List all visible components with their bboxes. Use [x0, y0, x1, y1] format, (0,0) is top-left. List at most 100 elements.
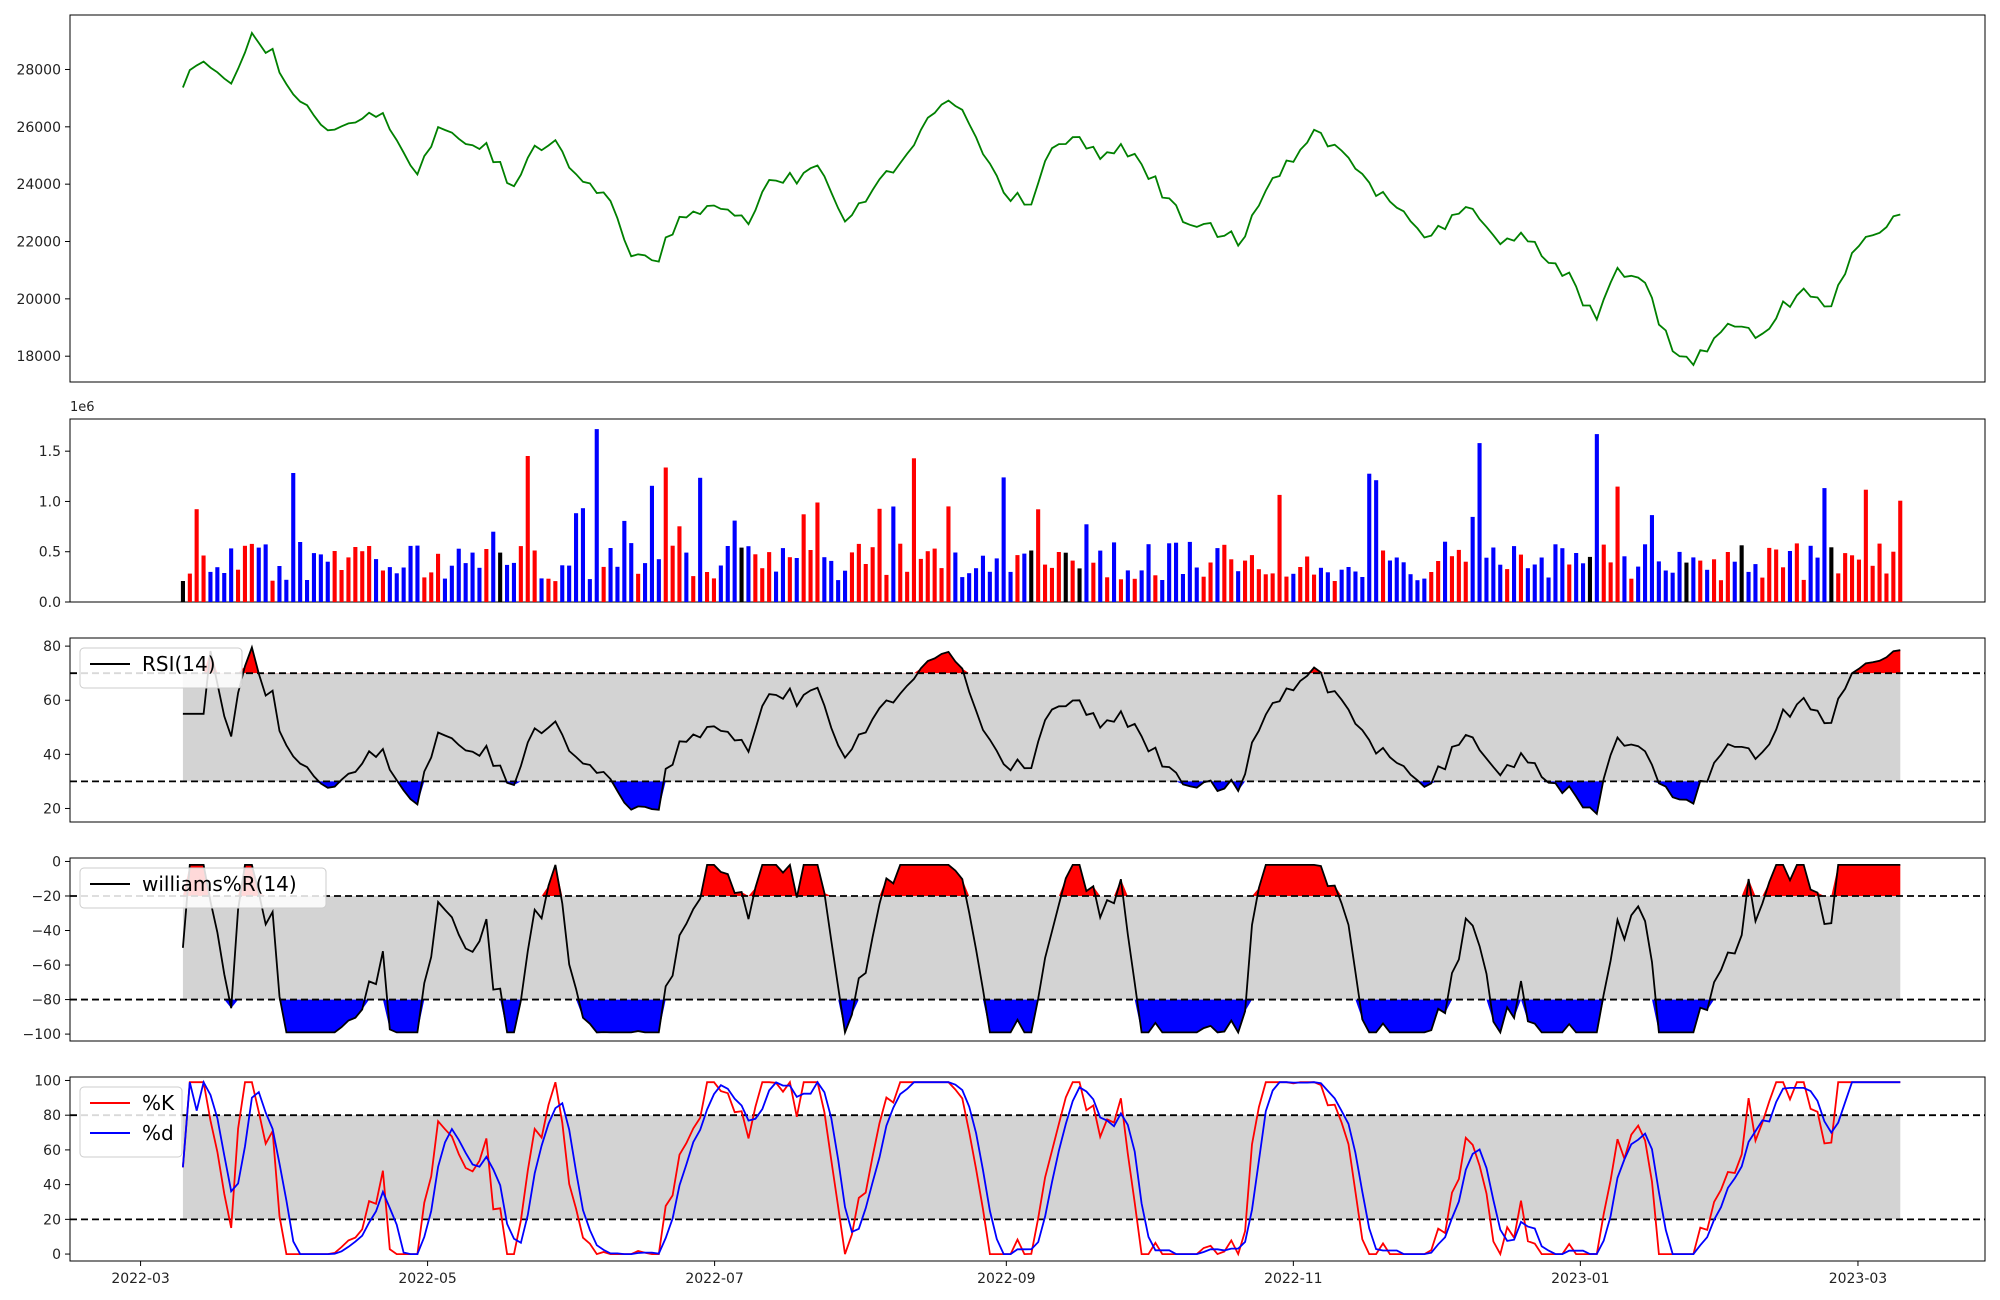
- volume-bar: [794, 558, 799, 602]
- volume-bar: [1532, 564, 1537, 602]
- volume-bar: [1422, 578, 1427, 602]
- volume-bar: [429, 572, 434, 602]
- volume-bar: [1139, 570, 1144, 602]
- volume-bar: [1560, 548, 1565, 602]
- volume-bar: [1601, 544, 1606, 602]
- volume-bar: [711, 578, 716, 602]
- volume-bar: [511, 562, 516, 602]
- volume-bar: [911, 458, 916, 602]
- volume-bar: [553, 581, 558, 602]
- volume-bar: [1029, 550, 1034, 602]
- volume-bar: [401, 567, 406, 602]
- volume-bar: [1401, 562, 1406, 602]
- volume-bar: [739, 547, 744, 602]
- volume-bar: [518, 546, 523, 602]
- volume-ytick-label: 1.5: [39, 444, 61, 460]
- volume-bar: [1360, 577, 1365, 602]
- volume-bar: [698, 477, 703, 602]
- volume-bar: [1332, 581, 1337, 602]
- williams-overbought-fill: [182, 864, 1901, 896]
- volume-bar: [849, 552, 854, 602]
- volume-bar: [1236, 571, 1241, 602]
- williams-line-1: [182, 862, 1901, 1036]
- volume-bar: [1201, 576, 1206, 602]
- stoch-legend-label: %K: [142, 1091, 175, 1115]
- stoch-ytick-label: 80: [43, 1108, 61, 1124]
- stoch-legend: [79, 1086, 183, 1158]
- volume-bar: [1374, 480, 1379, 602]
- williams-ytick-label: −100: [23, 1027, 61, 1043]
- volume-ytick-label: 0.5: [39, 545, 61, 561]
- volume-bar: [994, 558, 999, 602]
- stoch-band: [182, 1115, 1901, 1220]
- volume-bar: [1781, 567, 1786, 602]
- volume-bar: [629, 543, 634, 602]
- volume-bar: [774, 571, 779, 602]
- volume-bar: [980, 555, 985, 602]
- volume-bar: [1615, 486, 1620, 602]
- volume-bar: [456, 548, 461, 602]
- volume-bar: [1760, 577, 1765, 602]
- volume-bar: [560, 565, 565, 602]
- volume-bar: [380, 570, 385, 602]
- volume-bar: [1098, 550, 1103, 602]
- volume-bar: [601, 566, 606, 602]
- volume-bar: [1808, 545, 1813, 602]
- volume-bar: [436, 553, 441, 602]
- volume-bar: [367, 546, 372, 602]
- volume-bar: [1505, 569, 1510, 602]
- volume-bar: [1284, 576, 1289, 602]
- volume-bar: [1553, 544, 1558, 602]
- rsi-overbought-fill: [182, 647, 1901, 674]
- volume-bar: [1643, 544, 1648, 602]
- volume-bar: [967, 573, 972, 602]
- williams-legend-label: williams%R(14): [142, 872, 297, 896]
- volume-bar: [1491, 547, 1496, 602]
- volume-bar: [753, 554, 758, 602]
- volume-bar: [780, 548, 785, 602]
- volume-bar: [1070, 560, 1075, 602]
- volume-ytick-label: 0.0: [39, 595, 61, 611]
- volume-bar: [801, 514, 806, 602]
- volume-bar: [1449, 556, 1454, 602]
- volume-bar: [1263, 574, 1268, 602]
- volume-bar: [1270, 573, 1275, 602]
- volume-bar: [1546, 577, 1551, 602]
- volume-bar: [622, 520, 627, 602]
- volume-bar: [1394, 557, 1399, 602]
- volume-bar: [484, 549, 489, 602]
- volume-bar: [1277, 494, 1282, 602]
- volume-bar: [1167, 543, 1172, 602]
- price-ytick-label: 26000: [16, 120, 61, 136]
- rsi-axes: [69, 637, 1986, 823]
- williams-axes: [69, 857, 1986, 1042]
- volume-bar: [208, 571, 213, 602]
- volume-bar: [1312, 574, 1317, 602]
- volume-bar: [1877, 543, 1882, 602]
- volume-bar: [856, 543, 861, 602]
- volume-bar: [1125, 570, 1130, 602]
- stoch-ytick-label: 60: [43, 1143, 61, 1159]
- volume-bar: [1891, 551, 1896, 602]
- volume-bar: [325, 561, 330, 602]
- volume-bar: [374, 559, 379, 602]
- volume-bar: [649, 485, 654, 602]
- volume-bar: [732, 520, 737, 602]
- volume-bar: [1787, 551, 1792, 602]
- volume-bar: [836, 580, 841, 602]
- price-ytick-label: 28000: [16, 62, 61, 78]
- volume-bar: [1291, 573, 1296, 602]
- volume-bar: [1022, 553, 1027, 602]
- volume-bar: [863, 564, 868, 602]
- williams-legend: [79, 867, 327, 909]
- volume-bar: [1043, 564, 1048, 602]
- volume-bar: [1512, 546, 1517, 602]
- volume-bar: [1194, 567, 1199, 602]
- x-tick-label: 2023-01: [1551, 1271, 1610, 1287]
- volume-bar: [1477, 443, 1482, 602]
- volume-bar: [1856, 559, 1861, 602]
- volume-bar: [270, 580, 275, 602]
- price-ytick-label: 24000: [16, 177, 61, 193]
- volume-bar: [815, 502, 820, 602]
- volume-bar: [760, 568, 765, 602]
